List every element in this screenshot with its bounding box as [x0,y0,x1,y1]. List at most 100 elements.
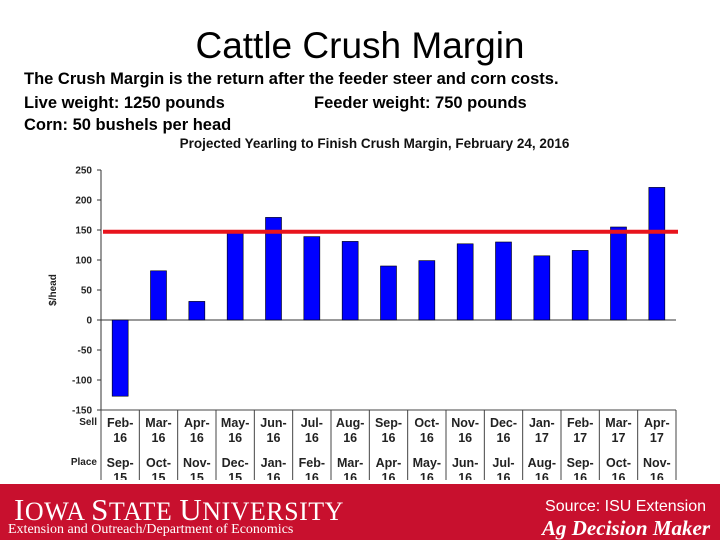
y-tick-label: 250 [75,166,92,177]
y-tick-label: -50 [78,346,93,357]
isu-wordmark: IOWA STATE UNIVERSITY [14,492,344,527]
y-axis-label: $/head [48,274,59,306]
sell-label: 16 [382,431,396,445]
place-label: Jun- [452,456,478,470]
sell-label: Apr- [184,416,210,430]
sell-label: 17 [612,431,626,445]
bar-nov-16 [456,243,474,321]
place-label: Aug- [528,456,556,470]
place-label: 16 [343,471,357,480]
place-label: 16 [497,471,511,480]
sell-label: Jul- [301,416,323,430]
bar-oct-16 [418,260,436,321]
place-label: 16 [420,471,434,480]
bar-feb-16 [111,319,129,397]
sell-label: 16 [458,431,472,445]
y-tick-label: -150 [72,406,92,417]
bar-may-16 [226,232,244,321]
place-label: 16 [612,471,626,480]
place-label: 15 [113,471,127,480]
place-label: 15 [228,471,242,480]
bar-jan-17 [533,255,551,321]
source-text: Source: ISU Extension [545,498,706,515]
sell-row-label: Sell [79,417,97,428]
y-tick-label: 50 [81,286,93,297]
footer-bar: IOWA STATE UNIVERSITY Extension and Outr… [0,484,720,540]
y-tick-label: -100 [72,376,92,387]
place-label: 16 [267,471,281,480]
live-weight-text: Live weight: 1250 pounds [24,94,225,112]
place-label: 16 [535,471,549,480]
place-label: Mar- [337,456,363,470]
bar-apr-17 [648,187,666,321]
place-label: Oct- [606,456,631,470]
bar-mar-16 [150,270,167,321]
chart-svg: Projected Yearling to Finish Crush Margi… [48,136,678,480]
y-tick-label: 150 [75,226,92,237]
bar-jun-16 [265,217,282,321]
corn-text: Corn: 50 bushels per head [24,116,232,134]
place-label: Sep- [567,456,594,470]
sell-label: 16 [113,431,127,445]
sell-label: Mar- [145,416,171,430]
sell-label: 16 [497,431,511,445]
place-label: Apr- [376,456,402,470]
bar-dec-16 [495,241,512,321]
place-label: Dec- [222,456,249,470]
y-tick-label: 100 [75,256,92,267]
y-tick-label: 0 [86,316,92,327]
sell-label: Dec- [490,416,517,430]
bar-sep-16 [380,265,397,321]
sell-label: 16 [305,431,319,445]
sell-label: Mar- [605,416,631,430]
description-line-1: The Crush Margin is the return after the… [24,70,559,88]
place-label: Nov- [643,456,671,470]
sell-label: Aug- [336,416,364,430]
sell-label: Apr- [644,416,670,430]
place-label: 16 [305,471,319,480]
bar-aug-16 [341,241,359,321]
sell-label: Nov- [451,416,479,430]
place-row-label: Place [71,457,98,468]
bar-feb-17 [571,250,589,321]
sell-label: Jan- [529,416,555,430]
sell-label: 16 [152,431,166,445]
place-label: Oct- [146,456,171,470]
sell-label: 17 [535,431,549,445]
sell-label: 16 [420,431,434,445]
place-label: Nov- [183,456,211,470]
department-text: Extension and Outreach/Department of Eco… [8,522,294,537]
crush-margin-chart: Projected Yearling to Finish Crush Margi… [40,132,680,480]
sell-label: 16 [343,431,357,445]
bar-mar-17 [610,226,627,321]
sell-label: 17 [573,431,587,445]
sell-label: 16 [267,431,281,445]
sell-label: 16 [190,431,204,445]
place-label: 16 [650,471,664,480]
sell-label: 17 [650,431,664,445]
sell-label: Jun- [260,416,286,430]
sell-label: Feb- [567,416,593,430]
sell-label: Oct- [414,416,439,430]
feeder-weight-text: Feeder weight: 750 pounds [314,94,527,112]
slide-title: Cattle Crush Margin [195,25,525,66]
place-label: Jan- [261,456,287,470]
chart-title: Projected Yearling to Finish Crush Margi… [180,136,570,151]
y-tick-label: 200 [75,196,92,207]
place-label: 16 [458,471,472,480]
place-label: May- [413,456,441,470]
sell-label: May- [221,416,249,430]
bar-apr-16 [188,301,206,321]
ag-decision-maker-logo: Ag Decision Maker [542,516,710,540]
place-label: Sep- [107,456,134,470]
place-label: 16 [382,471,396,480]
place-label: 15 [152,471,166,480]
place-label: 15 [190,471,204,480]
place-label: Jul- [492,456,514,470]
sell-label: Feb- [107,416,133,430]
bar-jul-16 [303,236,321,321]
sell-label: Sep- [375,416,402,430]
place-label: Feb- [299,456,325,470]
place-label: 16 [573,471,587,480]
sell-label: 16 [228,431,242,445]
